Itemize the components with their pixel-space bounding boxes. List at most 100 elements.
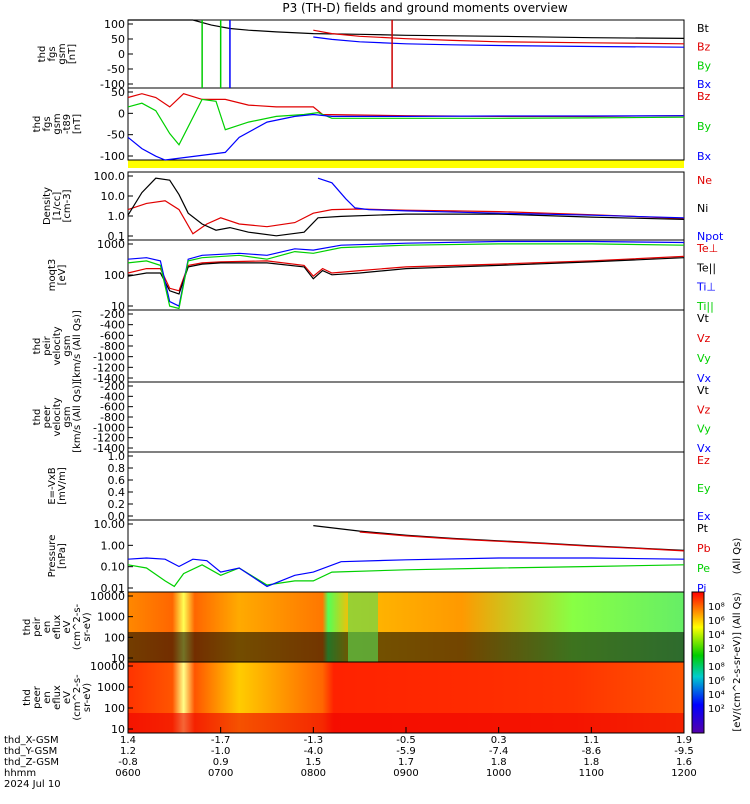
panel-frame <box>127 451 685 521</box>
y-axis-label: Density <box>42 187 53 225</box>
y-axis-label: velocity <box>52 397 63 436</box>
x-axis-row-label: thd_Y-GSM <box>4 746 57 757</box>
y-axis-label: thd <box>22 689 33 706</box>
panel-7: 1.00.80.60.40.20.0 E=-VxB [mV/m] Ez Ey Ex <box>47 450 711 523</box>
y-tick-label: -1400 <box>93 442 125 455</box>
y-axis-label: peer <box>42 405 53 429</box>
y-axis-label: [nT] <box>72 114 83 134</box>
x-tick-label: -9.5 <box>674 746 694 757</box>
x-tick-label: 0800 <box>301 768 326 779</box>
panel-3: 100.0 10.0 1.0 0.1 Density [1/cc] [cm-3] Ne Ni Np… <box>42 170 724 243</box>
y-tick-label: -1000 <box>93 421 125 434</box>
panel-2: 50 0 -50 -100 thd fgs gsm -t89 [nT] Bz By Bx <box>32 86 712 163</box>
y-tick-label: 1000 <box>97 681 125 694</box>
y-axis-label: eflux <box>52 615 63 640</box>
colorbar-tick-label: 10⁴ <box>708 690 725 701</box>
legend-entry: Bz <box>697 41 711 54</box>
y-tick-label: -400 <box>100 390 125 403</box>
y-tick-label: 100.0 <box>94 170 126 183</box>
y-tick-label: 50 <box>111 86 125 99</box>
y-axis-label: gsm <box>62 335 73 356</box>
x-tick-label: 1.9 <box>676 735 692 746</box>
y-axis-label: -t89 <box>62 114 73 134</box>
colorbar-tick-label: 10⁸ <box>708 602 725 613</box>
series-bz-line <box>313 29 685 45</box>
y-tick-label: 1000 <box>97 611 125 624</box>
x-tick-label: 1.8 <box>583 757 599 768</box>
y-tick-label: -1400 <box>93 372 125 385</box>
y-tick-label: 10 <box>111 300 125 313</box>
y-tick-label: 0.2 <box>108 498 126 511</box>
series-pi-line <box>127 557 685 588</box>
legend-entry: Pt <box>697 522 709 535</box>
y-axis-label: [km/s (All Qs)] <box>72 381 83 453</box>
x-tick-label: -1.3 <box>304 735 324 746</box>
spectrogram-8 <box>128 592 684 662</box>
legend-entry: Ni <box>697 202 708 215</box>
series-bx-line <box>313 36 685 48</box>
y-tick-label: 0.6 <box>108 474 126 487</box>
y-tick-label: -100 <box>100 150 125 163</box>
colorbar-tick-label: 10⁶ <box>708 676 725 687</box>
x-tick-label: 0600 <box>115 768 140 779</box>
x-tick-label: 1.6 <box>676 757 692 768</box>
legend-entry: Vy <box>697 352 711 365</box>
y-axis-label: fgs <box>47 46 58 61</box>
x-tick-label: 1200 <box>671 768 696 779</box>
y-tick-label: 0.01 <box>101 582 126 595</box>
panel-4: 1000 100 10 moqt3 [eV] Te⊥ Te|| Ti⊥ Ti|| <box>47 238 718 313</box>
y-axis-label: sr-eV) <box>82 612 93 641</box>
y-tick-label: 0.0 <box>108 510 126 523</box>
y-axis-label: thd <box>32 338 43 355</box>
legend-entry: Ti|| <box>696 300 714 313</box>
y-tick-label: 0.10 <box>101 561 126 574</box>
y-axis-label: eV <box>62 691 73 704</box>
plot-title: P3 (TH-D) fields and ground moments over… <box>282 1 567 15</box>
colorbar-tick-label: 10⁴ <box>708 630 725 641</box>
legend-entry: Te⊥ <box>696 242 718 255</box>
panel-6: -200-400-600-800-1000-1200-1400 thd peer ve… <box>32 380 712 455</box>
x-tick-label: 0700 <box>208 768 233 779</box>
legend-entry: Ti⊥ <box>696 281 716 294</box>
y-tick-label: -100 <box>100 78 125 91</box>
x-tick-label: 1000 <box>486 768 511 779</box>
legend-entry: Vx <box>697 372 712 385</box>
y-axis-label: [mV/m] <box>57 467 68 505</box>
x-tick-label: 1.8 <box>491 757 507 768</box>
y-axis-label: thd <box>32 409 43 426</box>
y-tick-label: 50 <box>111 33 125 46</box>
y-tick-label: 1.0 <box>108 450 126 463</box>
colorbar-strip <box>691 591 705 734</box>
panel-frame <box>127 87 685 161</box>
y-axis-label: en <box>42 691 53 704</box>
y-axis-label: thd <box>22 619 33 636</box>
panel-frame <box>127 239 685 311</box>
colorbar-tick-label: 10⁸ <box>708 662 725 673</box>
y-tick-label: 1000 <box>97 238 125 251</box>
y-tick-label: 10000 <box>90 660 125 673</box>
panel-frame <box>127 309 685 383</box>
y-tick-label: -50 <box>107 129 125 142</box>
y-tick-label: 10.00 <box>94 518 126 531</box>
spectrogram-low-energy <box>128 632 684 662</box>
x-tick-label: -5.9 <box>396 746 416 757</box>
y-tick-label: -600 <box>100 401 125 414</box>
x-tick-label: -0.5 <box>396 735 416 746</box>
legend-entry: Bx <box>697 78 712 91</box>
legend-entry: Ex <box>697 510 711 523</box>
y-axis-label: thd <box>37 46 48 63</box>
y-tick-label: 0 <box>118 48 125 61</box>
y-tick-label: 100 <box>104 631 125 644</box>
y-tick-label: -200 <box>100 308 125 321</box>
x-axis-row-label: hhmm <box>4 768 36 779</box>
y-tick-label: 10.0 <box>101 190 126 203</box>
series-pt-line <box>313 525 685 551</box>
y-axis-label: peir <box>32 616 43 636</box>
panel-5: -200-400-600-800-1000-1200-1400 thd peir ve… <box>32 308 712 385</box>
y-tick-label: 10000 <box>90 590 125 603</box>
legend-entry: Vx <box>697 442 712 455</box>
x-tick-label: -7.4 <box>489 746 509 757</box>
legend-entry: Pi <box>697 582 706 595</box>
legend-entry: Vz <box>697 403 711 416</box>
